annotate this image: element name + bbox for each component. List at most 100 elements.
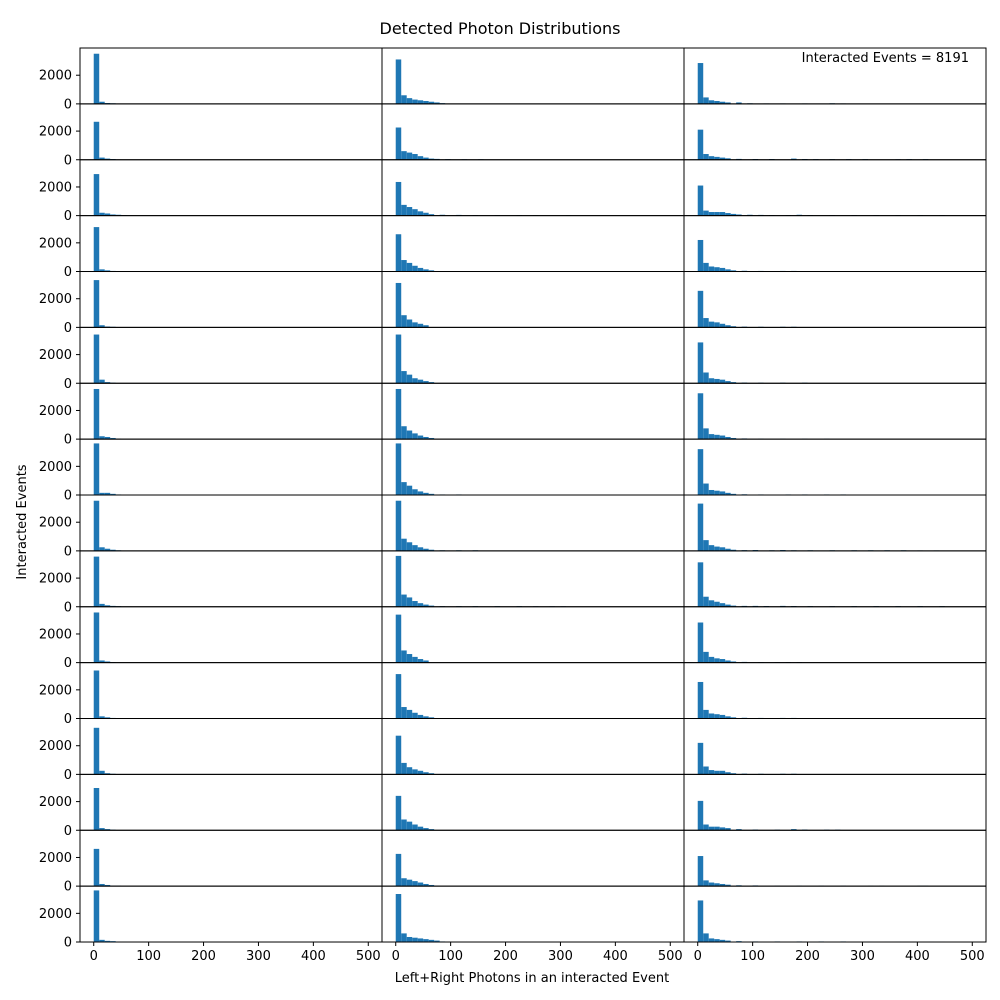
histogram-bar: [719, 157, 726, 160]
histogram-bar: [725, 158, 731, 160]
histogram-bar: [703, 540, 709, 551]
histogram-bar: [395, 674, 402, 719]
histogram-bar: [93, 890, 100, 942]
histogram-bar: [417, 435, 424, 440]
histogram-bar: [730, 270, 737, 272]
histogram-bar: [697, 681, 704, 719]
histogram-bar: [99, 325, 105, 328]
histogram-bar: [99, 436, 105, 440]
x-tick-label: 200: [493, 949, 518, 964]
histogram-bar: [725, 548, 731, 551]
histogram-bar: [104, 661, 111, 663]
y-tick-label: 2000: [39, 907, 72, 922]
histogram-bar: [99, 716, 105, 719]
histogram-bar: [725, 325, 731, 328]
histogram-bar: [93, 500, 100, 551]
histogram-panel: 0 100 200 300 400 500: [683, 885, 987, 964]
histogram-bar: [714, 378, 720, 384]
y-tick-label: 0: [64, 600, 72, 615]
histogram-bar: [417, 659, 424, 663]
histogram-panel: 0 2000: [39, 103, 383, 168]
histogram-bar: [395, 555, 402, 607]
histogram-bar: [104, 270, 111, 272]
histogram-bar: [714, 267, 720, 272]
histogram-bar: [736, 102, 742, 104]
histogram-bar: [93, 848, 100, 887]
histogram-bar: [725, 436, 731, 440]
histogram-bar: [104, 940, 111, 942]
histogram-bar: [401, 371, 407, 384]
histogram-bar: [428, 437, 435, 440]
histogram-bar: [697, 239, 704, 272]
histogram-bar: [417, 714, 424, 719]
histogram-bar: [417, 491, 424, 495]
histogram-bar: [434, 102, 440, 104]
histogram-bar: [703, 651, 709, 663]
histogram-bar: [401, 819, 407, 831]
histogram-bar: [412, 99, 418, 104]
y-tick-label: 2000: [39, 683, 72, 698]
y-tick-label: 0: [64, 153, 72, 168]
histogram-bar: [406, 821, 413, 831]
histogram-bar: [406, 597, 413, 607]
histogram-bar: [104, 884, 111, 887]
histogram-bar: [719, 547, 726, 551]
histogram-bar: [401, 426, 407, 440]
x-tick-label: 400: [603, 949, 628, 964]
histogram-bar: [719, 435, 726, 440]
x-tick-label: 300: [850, 949, 875, 964]
x-tick-label: 0: [392, 949, 400, 964]
histogram-bar: [708, 545, 715, 551]
interacted-events-annotation: Interacted Events = 8191: [802, 51, 969, 66]
histogram-bar: [719, 714, 726, 719]
histogram-bar: [725, 828, 731, 831]
histogram-bar: [401, 482, 407, 495]
histogram-bar: [104, 829, 111, 831]
x-axis-label: Left+Right Photons in an interacted Even…: [395, 971, 669, 986]
histogram-bar: [423, 604, 429, 607]
histogram-bar: [401, 878, 407, 887]
histogram-bar: [93, 334, 100, 384]
histogram-bar: [417, 770, 424, 775]
histogram-bar: [703, 766, 709, 775]
histogram-bar: [412, 433, 418, 440]
histogram-bar: [417, 323, 424, 328]
y-tick-label: 0: [64, 544, 72, 559]
histogram-bar: [428, 493, 435, 495]
histogram-bar: [697, 449, 704, 495]
histogram-bar: [412, 322, 418, 328]
histogram-bar: [725, 269, 731, 272]
histogram-bar: [406, 542, 413, 551]
histogram-bar: [719, 659, 726, 663]
histogram-bar: [93, 787, 100, 831]
histogram-bar: [395, 853, 402, 887]
histogram-bar: [703, 318, 709, 328]
histogram-bar: [401, 933, 407, 942]
histogram-bar: [110, 214, 116, 216]
histogram-bar: [406, 262, 413, 272]
histogram-bar: [703, 933, 709, 942]
histogram-bar: [93, 227, 100, 272]
histogram-bar: [395, 234, 402, 272]
histogram-bar: [428, 101, 435, 104]
histogram-bar: [697, 856, 704, 887]
histogram-bar: [703, 483, 709, 495]
histogram-bar: [714, 601, 720, 607]
histogram-bar: [697, 393, 704, 440]
histogram-bar: [93, 174, 100, 216]
histogram-bar: [104, 436, 111, 440]
histogram-bar: [714, 658, 720, 663]
histogram-bar: [104, 158, 111, 160]
histogram-bar: [99, 883, 105, 887]
histogram-bar: [714, 883, 720, 887]
histogram-bar: [714, 546, 720, 551]
histogram-bar: [719, 603, 726, 607]
histogram-bar: [719, 939, 726, 942]
histogram-bar: [730, 773, 737, 775]
histogram-bar: [406, 207, 413, 216]
histogram-bar: [412, 769, 418, 775]
histogram-bar: [395, 388, 402, 440]
x-tick-label: 0: [694, 949, 702, 964]
histogram-bar: [395, 443, 402, 495]
y-tick-label: 2000: [39, 460, 72, 475]
